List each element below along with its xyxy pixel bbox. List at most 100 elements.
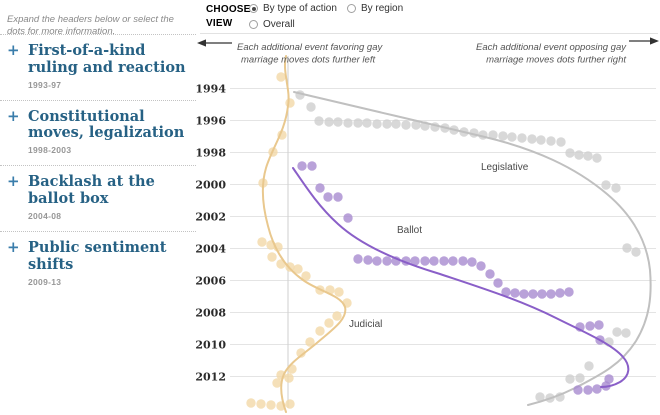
event-dot-legislative[interactable] [507, 132, 517, 142]
event-dot-ballot[interactable] [501, 287, 511, 297]
event-dot-ballot[interactable] [307, 161, 317, 171]
event-dot-ballot[interactable] [594, 320, 604, 330]
event-dot-legislative[interactable] [401, 120, 411, 130]
event-dot-legislative[interactable] [314, 116, 324, 126]
event-dot-ballot[interactable] [323, 192, 333, 202]
event-dot-judicial[interactable] [285, 98, 295, 108]
event-dot-ballot[interactable] [420, 256, 430, 266]
event-dot-ballot[interactable] [537, 289, 547, 299]
event-dot-legislative[interactable] [324, 117, 334, 127]
sidebar-item-4[interactable]: + Public sentiment shifts 2009-13 [0, 230, 196, 297]
event-dot-ballot[interactable] [297, 161, 307, 171]
event-dot-legislative[interactable] [362, 118, 372, 128]
event-dot-legislative[interactable] [527, 134, 537, 144]
event-dot-legislative[interactable] [565, 374, 575, 384]
event-dot-judicial[interactable] [284, 373, 294, 383]
event-dot-judicial[interactable] [296, 348, 306, 358]
event-dot-judicial[interactable] [305, 337, 315, 347]
event-dot-ballot[interactable] [519, 289, 529, 299]
event-dot-legislative[interactable] [592, 153, 602, 163]
event-dot-legislative[interactable] [565, 148, 575, 158]
event-dot-ballot[interactable] [510, 288, 520, 298]
event-dot-ballot[interactable] [485, 269, 495, 279]
event-dot-ballot[interactable] [458, 256, 468, 266]
expand-plus-icon[interactable]: + [7, 41, 20, 59]
event-dot-legislative[interactable] [535, 392, 545, 402]
event-dot-ballot[interactable] [439, 256, 449, 266]
event-dot-ballot[interactable] [528, 289, 538, 299]
event-dot-legislative[interactable] [333, 117, 343, 127]
expand-plus-icon[interactable]: + [7, 172, 20, 191]
radio-icon[interactable] [346, 4, 356, 13]
sidebar-item-1[interactable]: + First-of-a-kind ruling and reaction 1993… [0, 34, 196, 100]
event-dot-legislative[interactable] [583, 151, 593, 161]
event-dot-judicial[interactable] [301, 271, 311, 281]
event-dot-judicial[interactable] [285, 399, 295, 409]
event-dot-legislative[interactable] [343, 118, 353, 128]
event-dot-ballot[interactable] [467, 257, 477, 267]
event-dot-ballot[interactable] [382, 256, 392, 266]
event-dot-ballot[interactable] [353, 254, 363, 264]
radio-icon[interactable] [249, 20, 258, 29]
event-dot-ballot[interactable] [476, 261, 486, 271]
view-option-by-type-of-action[interactable]: By type of action [249, 2, 337, 15]
event-dot-ballot[interactable] [564, 287, 574, 297]
event-dot-judicial[interactable] [324, 318, 334, 328]
event-dot-legislative[interactable] [611, 183, 621, 193]
event-dot-ballot[interactable] [604, 374, 614, 384]
view-option-by-region[interactable]: By region [346, 2, 403, 15]
event-dot-judicial[interactable] [272, 378, 282, 388]
event-dot-ballot[interactable] [555, 288, 565, 298]
event-dot-legislative[interactable] [601, 180, 611, 190]
event-dot-legislative[interactable] [612, 327, 622, 337]
event-dot-legislative[interactable] [631, 247, 641, 257]
event-dot-ballot[interactable] [333, 192, 343, 202]
event-dot-legislative[interactable] [391, 119, 401, 129]
event-dot-ballot[interactable] [429, 256, 439, 266]
expand-plus-icon[interactable]: + [7, 237, 20, 256]
event-dot-legislative[interactable] [411, 120, 421, 130]
event-dot-legislative[interactable] [498, 131, 508, 141]
event-dot-ballot[interactable] [372, 256, 382, 266]
event-dot-legislative[interactable] [574, 150, 584, 160]
event-dot-judicial[interactable] [257, 237, 267, 247]
event-dot-legislative[interactable] [584, 361, 594, 371]
event-dot-judicial[interactable] [256, 399, 266, 409]
event-dot-legislative[interactable] [382, 119, 392, 129]
event-dot-judicial[interactable] [293, 264, 303, 274]
event-dot-ballot[interactable] [448, 256, 458, 266]
event-dot-legislative[interactable] [556, 137, 566, 147]
event-dot-judicial[interactable] [315, 326, 325, 336]
event-dot-legislative[interactable] [517, 133, 527, 143]
event-dot-legislative[interactable] [536, 135, 546, 145]
event-dot-legislative[interactable] [621, 328, 631, 338]
event-dot-legislative[interactable] [353, 118, 363, 128]
event-dot-ballot[interactable] [546, 289, 556, 299]
event-dot-legislative[interactable] [575, 373, 585, 383]
event-dot-ballot[interactable] [493, 278, 503, 288]
event-dot-ballot[interactable] [315, 183, 325, 193]
event-dot-legislative[interactable] [622, 243, 632, 253]
view-option-overall[interactable]: Overall [249, 18, 295, 31]
event-dot-judicial[interactable] [266, 400, 276, 410]
event-dot-ballot[interactable] [573, 385, 583, 395]
event-dot-ballot[interactable] [583, 385, 593, 395]
event-dot-judicial[interactable] [246, 398, 256, 408]
event-dot-judicial[interactable] [334, 287, 344, 297]
expand-plus-icon[interactable]: + [7, 106, 20, 125]
event-dot-legislative[interactable] [372, 119, 382, 129]
event-dot-judicial[interactable] [276, 72, 286, 82]
event-dot-ballot[interactable] [363, 255, 373, 265]
event-dot-ballot[interactable] [343, 213, 353, 223]
event-dot-legislative[interactable] [546, 136, 556, 146]
event-dot-ballot[interactable] [585, 321, 595, 331]
event-dot-judicial[interactable] [332, 311, 342, 321]
event-dot-ballot[interactable] [592, 384, 602, 394]
sidebar-item-2[interactable]: + Constitutional moves, legalization 1998-… [0, 99, 196, 166]
event-dot-ballot[interactable] [410, 256, 420, 266]
radio-selected-icon[interactable] [249, 4, 258, 13]
event-dot-legislative[interactable] [488, 130, 498, 140]
sidebar-item-3[interactable]: + Backlash at the ballot box 2004-08 [0, 165, 196, 231]
event-dot-judicial[interactable] [267, 252, 277, 262]
event-dot-legislative[interactable] [306, 102, 316, 112]
